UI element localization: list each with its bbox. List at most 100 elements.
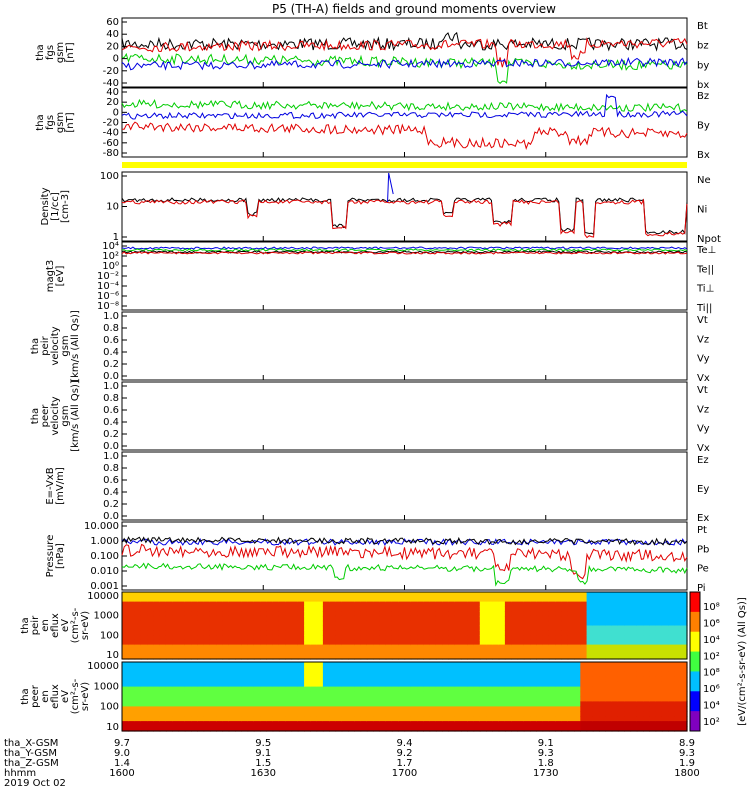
spectrogram-cell (417, 625, 424, 631)
spectrogram-cell (517, 666, 525, 673)
spectrogram-cell (373, 716, 380, 722)
series-pt (121, 536, 688, 546)
spectrogram-cell (335, 611, 343, 617)
spectrogram-cell (379, 726, 387, 732)
series-te-perp (121, 251, 688, 255)
spectrogram-cell (668, 639, 676, 646)
spectrogram-cell (310, 666, 318, 673)
spectrogram-cell (266, 635, 274, 641)
spectrogram-cell (128, 691, 136, 698)
spectrogram-cell (316, 639, 324, 646)
spectrogram-cell (668, 606, 676, 612)
spectrogram-cell (555, 711, 563, 717)
spectrogram-cell (278, 681, 286, 688)
spectrogram-cell (310, 625, 318, 631)
spectrogram-cell (423, 625, 431, 631)
spectrogram-cell (360, 721, 368, 727)
spectrogram-cell (341, 706, 349, 712)
spectrogram-cell (599, 721, 606, 727)
spectrogram-cell (548, 654, 556, 660)
spectrogram-cell (611, 696, 619, 702)
spectrogram-cell (586, 716, 594, 722)
spectrogram-peir_eflux (121, 591, 688, 660)
spectrogram-cell (341, 649, 349, 655)
spectrogram-cell (617, 711, 625, 717)
spectrogram-cell (165, 615, 173, 622)
spectrogram-cell (454, 721, 462, 727)
spectrogram-cell (329, 671, 337, 678)
spectrogram-cell (605, 620, 613, 627)
spectrogram-cell (517, 696, 525, 702)
spectrogram-cell (643, 596, 650, 603)
spectrogram-cell (391, 666, 399, 673)
spectrogram-cell (624, 662, 632, 668)
spectrogram-cell (391, 606, 399, 612)
spectrogram-cell (492, 635, 500, 641)
spectrogram-cell (291, 592, 299, 598)
spectrogram-cell (636, 696, 644, 702)
y-axis-label: velocity (50, 396, 61, 435)
spectrogram-cell (329, 644, 337, 650)
spectrogram-cell (241, 726, 249, 732)
spectrogram-cell (304, 691, 311, 698)
spectrogram-cell (523, 721, 531, 727)
spectrogram-cell (291, 706, 299, 712)
spectrogram-cell (329, 639, 337, 646)
spectrogram-cell (291, 649, 299, 655)
spectrogram-cell (354, 721, 362, 727)
spectrogram-cell (617, 671, 625, 678)
spectrogram-cell (216, 691, 224, 698)
spectrogram-cell (341, 701, 349, 707)
spectrogram-cell (574, 671, 581, 678)
spectrogram-cell (272, 606, 280, 612)
spectrogram-cell (473, 686, 481, 693)
spectrogram-cell (410, 716, 418, 722)
spectrogram-cell (461, 696, 468, 702)
spectrogram-cell (379, 606, 387, 612)
spectrogram-cell (165, 611, 173, 617)
spectrogram-cell (278, 711, 286, 717)
spectrogram-cell (184, 711, 192, 717)
spectrogram-cell (335, 654, 343, 660)
spectrogram-cell (278, 639, 286, 646)
spectrogram-cell (636, 606, 644, 612)
spectrogram-cell (128, 611, 136, 617)
spectrogram-cell (391, 686, 399, 693)
spectrogram-cell (354, 620, 362, 627)
spectrogram-cell (423, 681, 431, 688)
spectrogram-cell (624, 611, 632, 617)
spectrogram-cell (285, 671, 293, 678)
spectrogram-cell (655, 635, 663, 641)
spectrogram-cell (203, 726, 211, 732)
spectrogram-cell (134, 649, 142, 655)
y-axis-label: [km/s (All Qs)] (70, 310, 81, 382)
spectrogram-cell (341, 716, 349, 722)
spectrogram-cell (417, 620, 424, 627)
spectrogram-cell (530, 686, 537, 693)
spectrogram-cell (580, 681, 588, 688)
spectrogram-cell (159, 654, 167, 660)
spectrogram-cell (649, 681, 657, 688)
spectrogram-cell (674, 676, 682, 683)
spectrogram-cell (122, 601, 129, 607)
spectrogram-cell (643, 701, 650, 707)
spectrogram-cell (165, 681, 173, 688)
spectrogram-cell (448, 691, 456, 698)
spectrogram-cell (197, 662, 205, 668)
spectrogram-cell (611, 706, 619, 712)
spectrogram-cell (586, 686, 594, 693)
spectrogram-cell (322, 686, 330, 693)
spectrogram-cell (316, 611, 324, 617)
spectrogram-cell (260, 592, 267, 598)
spectrogram-cell (228, 606, 236, 612)
spectrogram-cell (241, 649, 249, 655)
orbit-value: 1630 (251, 768, 276, 779)
spectrogram-cell (586, 606, 594, 612)
spectrogram-cell (435, 671, 443, 678)
spectrogram-cell (304, 601, 311, 607)
spectrogram-cell (536, 649, 544, 655)
spectrogram-cell (492, 701, 500, 707)
spectrogram-cell (417, 611, 424, 617)
spectrogram-cell (235, 592, 242, 598)
spectrogram-cell (661, 721, 669, 727)
